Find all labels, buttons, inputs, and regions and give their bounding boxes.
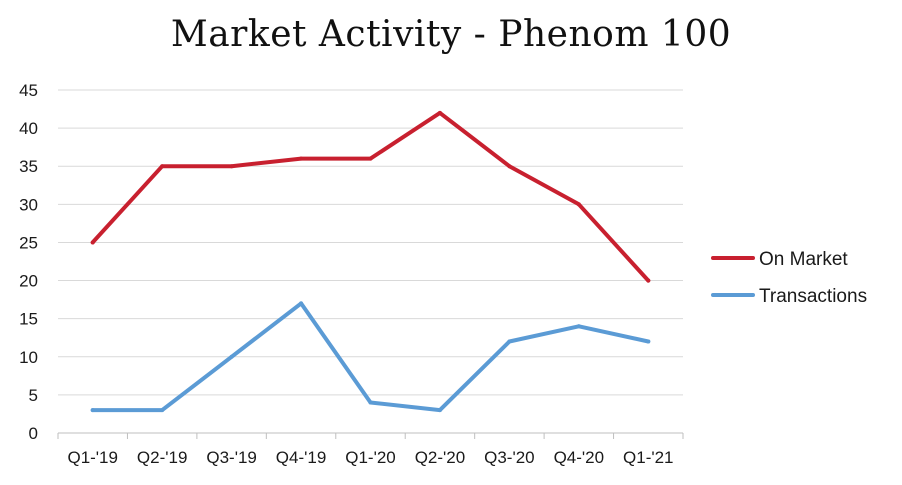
y-tick-label: 30 bbox=[19, 195, 38, 214]
data-point bbox=[507, 164, 512, 169]
x-tick-labels: Q1-'19 Q2-'19 Q3-'19 Q4-'19 Q1-'20 Q2-'20 Q3-'… bbox=[67, 448, 673, 467]
legend: On Market Transactions bbox=[711, 249, 867, 307]
data-point bbox=[299, 156, 304, 161]
series-line-on-market bbox=[90, 110, 651, 283]
y-tick-label: 10 bbox=[19, 348, 38, 367]
y-tick-label: 35 bbox=[19, 157, 38, 176]
data-point bbox=[229, 354, 234, 359]
data-point bbox=[368, 156, 373, 161]
x-tick-label: Q1-'20 bbox=[345, 448, 396, 467]
x-tick-label: Q4-'19 bbox=[276, 448, 327, 467]
data-point bbox=[299, 301, 304, 306]
data-point bbox=[437, 110, 442, 115]
gridlines bbox=[58, 89, 683, 396]
data-point bbox=[160, 164, 165, 169]
x-tick-label: Q4-'20 bbox=[554, 448, 605, 467]
chart-title: Market Activity - Phenom 100 bbox=[170, 14, 732, 55]
data-point bbox=[576, 324, 581, 329]
x-tick-label: Q1-'19 bbox=[67, 448, 118, 467]
y-tick-label: 5 bbox=[29, 386, 38, 405]
data-point bbox=[646, 339, 651, 344]
x-axis bbox=[57, 432, 684, 439]
y-tick-label: 45 bbox=[19, 81, 38, 100]
y-tick-label: 20 bbox=[19, 272, 38, 291]
x-tick-label: Q2-'20 bbox=[415, 448, 466, 467]
series-lines bbox=[90, 110, 651, 413]
x-tick-label: Q3-'19 bbox=[206, 448, 257, 467]
x-tick-label: Q3-'20 bbox=[484, 448, 535, 467]
y-tick-label: 25 bbox=[19, 233, 38, 252]
data-point bbox=[90, 240, 95, 245]
data-point bbox=[229, 164, 234, 169]
legend-label: Transactions bbox=[759, 286, 867, 307]
legend-label: On Market bbox=[759, 249, 848, 270]
y-tick-label: 15 bbox=[19, 310, 38, 329]
data-point bbox=[646, 278, 651, 283]
y-tick-label: 0 bbox=[29, 424, 38, 443]
data-point bbox=[160, 408, 165, 413]
data-point bbox=[368, 400, 373, 405]
data-point bbox=[507, 339, 512, 344]
data-point bbox=[437, 408, 442, 413]
x-tick-label: Q2-'19 bbox=[137, 448, 188, 467]
x-tick-label: Q1-'21 bbox=[623, 448, 674, 467]
data-point bbox=[576, 202, 581, 207]
y-tick-labels: 0 5 10 15 20 25 30 35 40 45 bbox=[19, 81, 38, 443]
data-point bbox=[90, 408, 95, 413]
y-tick-label: 40 bbox=[19, 119, 38, 138]
